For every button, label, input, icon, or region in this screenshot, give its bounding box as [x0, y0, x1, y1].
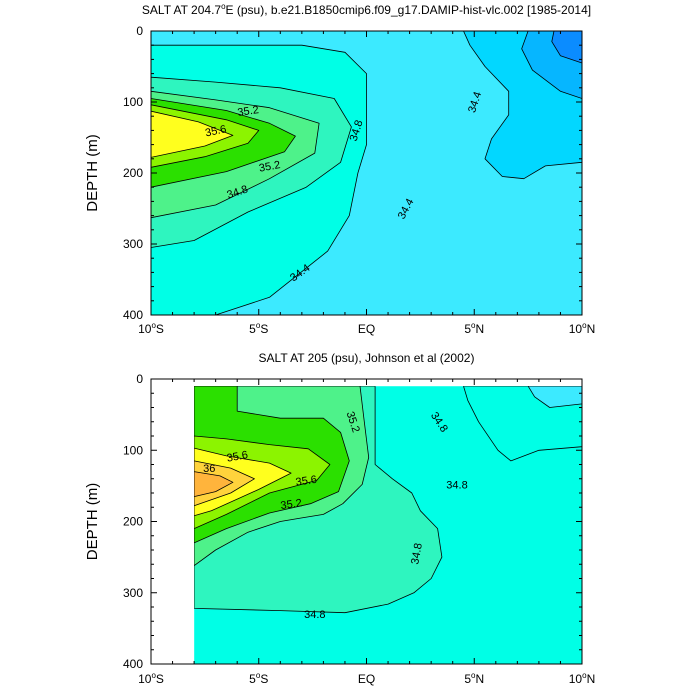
contour-region-35-6	[151, 110, 234, 158]
y-tick-label: 300	[123, 586, 143, 600]
y-tick-label: 400	[123, 308, 143, 322]
x-tick-label: EQ	[358, 322, 375, 336]
contour-label: 34.8	[446, 479, 467, 491]
contour-label: 35.2	[237, 104, 260, 119]
contour-label-text: 34.8	[446, 479, 467, 491]
degree-mark: o	[221, 2, 226, 11]
chart-title: SALT AT 205 (psu), Johnson et al (2002)	[259, 351, 475, 365]
chart-title: SALT AT 204.7oE (psu), b.e21.B1850cmip6.…	[142, 2, 591, 17]
contour-label-text: 34.8	[409, 542, 425, 565]
y-axis-label: DEPTH (m)	[84, 134, 101, 212]
contour-label: 35.6	[226, 449, 249, 465]
contour-region-34-4	[527, 386, 582, 408]
contour-label-text: 35.2	[237, 104, 260, 119]
contour-label-text: 35.6	[226, 449, 249, 465]
y-tick-label: 200	[123, 515, 143, 529]
contour-label: 34.8	[304, 609, 325, 621]
contour-label-text: 36	[203, 463, 215, 475]
contour-label-text: 35.2	[258, 159, 281, 175]
y-tick-label: 100	[123, 443, 143, 457]
contour-fill-group: 35.235.635.234.834.834.434.434.4	[151, 31, 582, 315]
contour-label-text: 34.8	[304, 609, 325, 621]
x-tick-label: 5oN	[464, 321, 484, 336]
contour-label-text: 35.6	[204, 123, 227, 139]
chart-title-text: SALT AT 205 (psu), Johnson et al (2002)	[259, 351, 475, 365]
contour-label: 35.6	[204, 123, 227, 139]
x-tick-label: 10oS	[138, 671, 164, 686]
x-tick-label: 5oS	[249, 671, 268, 686]
x-tick-label: 10oS	[138, 321, 164, 336]
contour-label-text: 35.2	[280, 497, 303, 512]
y-tick-label: 300	[123, 237, 143, 251]
x-tick-label: 5oS	[249, 321, 268, 336]
y-tick-label: 0	[136, 372, 143, 386]
contour-region-33-8	[551, 31, 582, 64]
y-tick-label: 200	[123, 166, 143, 180]
y-axis-label: DEPTH (m)	[84, 483, 101, 561]
x-tick-label: EQ	[358, 672, 375, 686]
contour-label-text: 35.6	[295, 474, 318, 489]
contour-region-36-0	[194, 471, 234, 497]
contour-label: 35.6	[295, 474, 318, 489]
contour-label: 36	[203, 463, 215, 475]
y-tick-label: 400	[123, 657, 143, 671]
contour-label: 34.8	[409, 542, 425, 565]
chart-title-text: SALT AT 204.7	[142, 3, 221, 17]
contour-label: 35.2	[280, 497, 303, 512]
panel-model: SALT AT 204.7oE (psu), b.e21.B1850cmip6.…	[84, 2, 595, 336]
chart-title-text: E (psu), b.e21.B1850cmip6.f09_g17.DAMIP-…	[226, 3, 592, 17]
x-tick-label: 10oN	[569, 671, 595, 686]
x-tick-label: 10oN	[569, 321, 595, 336]
contour-label: 35.2	[258, 159, 281, 175]
y-tick-label: 0	[136, 24, 143, 38]
panel-observation: SALT AT 205 (psu), Johnson et al (2002) 3…	[84, 351, 595, 686]
x-tick-label: 5oN	[464, 671, 484, 686]
y-tick-label: 100	[123, 95, 143, 109]
